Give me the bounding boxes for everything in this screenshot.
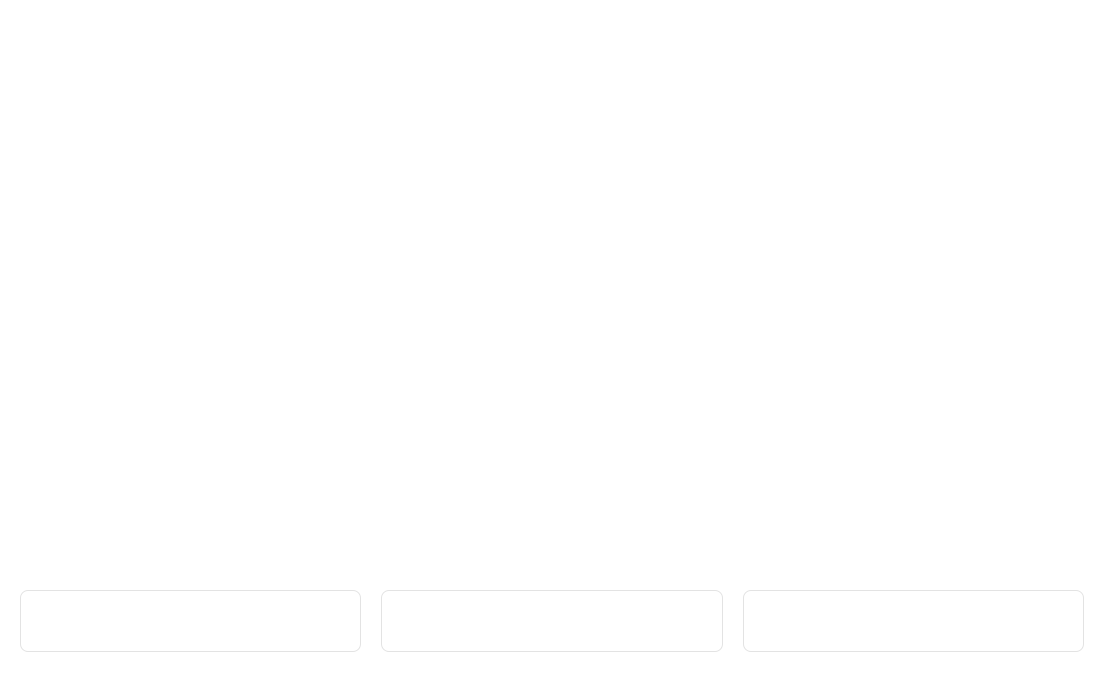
gauge-chart <box>20 20 1084 580</box>
legend-label-avg <box>544 614 560 622</box>
legend-card-max <box>743 590 1084 652</box>
legend-row <box>20 590 1084 652</box>
legend-dot-min <box>183 614 191 622</box>
gauge-svg <box>20 20 1084 580</box>
legend-dot-avg <box>544 614 552 622</box>
cost-gauge-widget <box>20 20 1084 652</box>
legend-card-avg <box>381 590 722 652</box>
legend-label-min <box>183 614 199 622</box>
legend-card-min <box>20 590 361 652</box>
legend-label-max <box>905 614 921 622</box>
legend-dot-max <box>905 614 913 622</box>
